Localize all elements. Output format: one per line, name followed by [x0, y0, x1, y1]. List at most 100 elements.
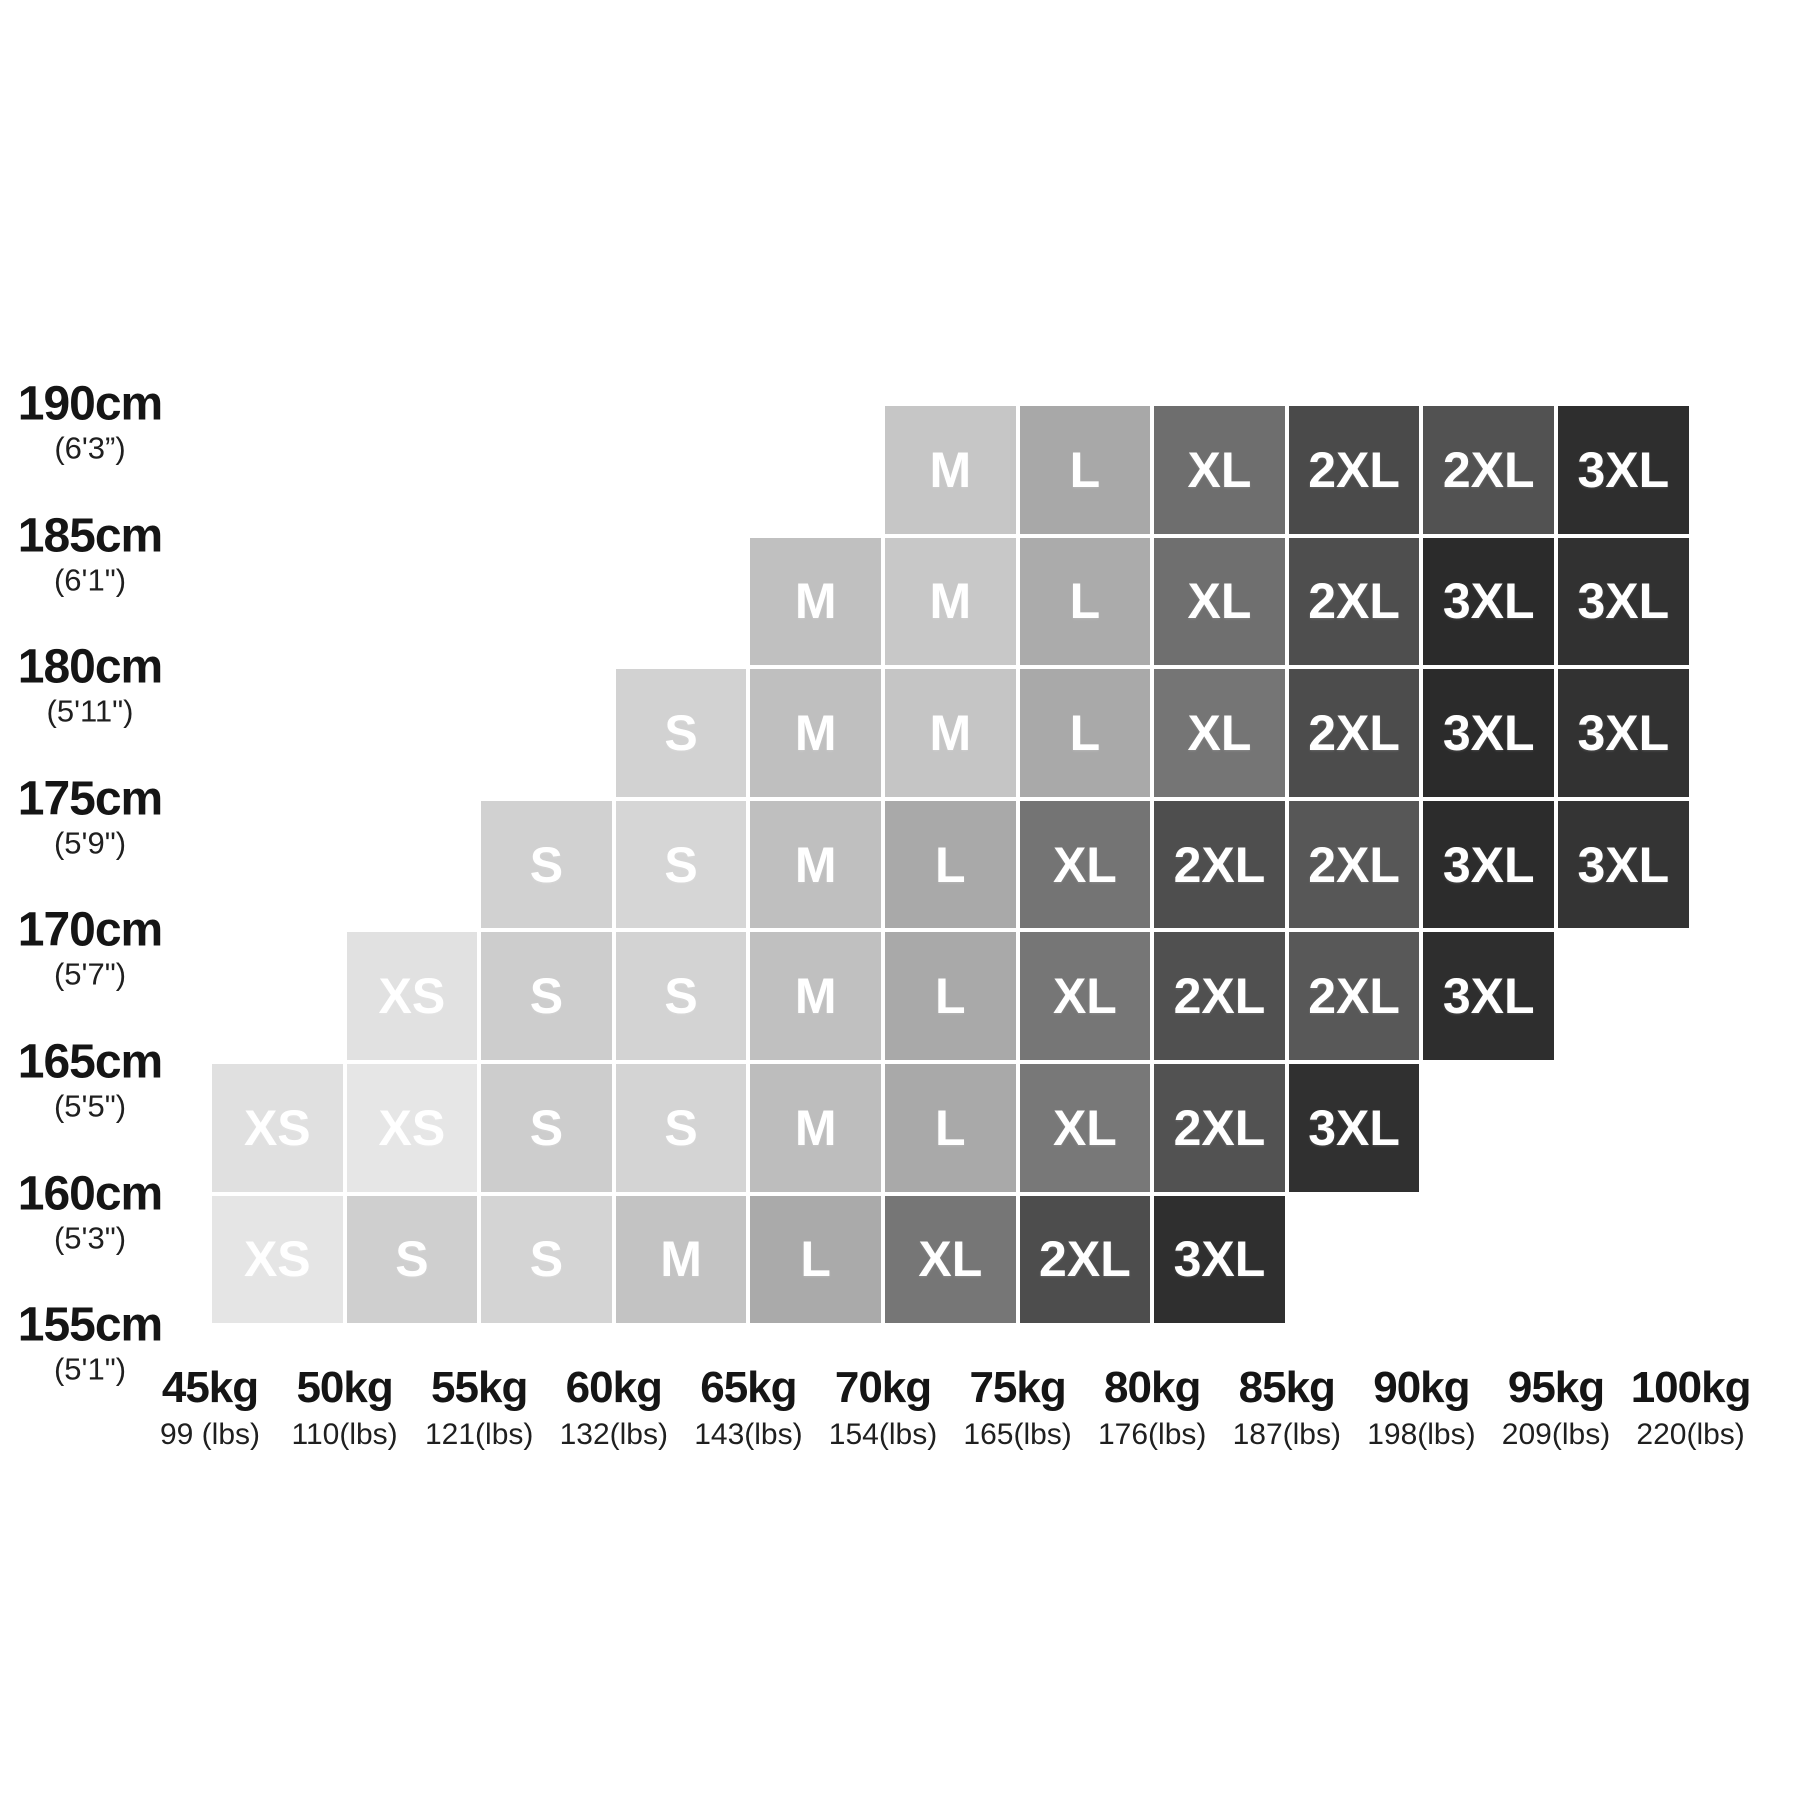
height-tick: 180cm (5'11") — [0, 641, 180, 730]
height-tick: 175cm (5'9") — [0, 772, 180, 861]
height-tick-feet: (5'3") — [53, 1220, 127, 1256]
size-cell-3xl: 3XL — [1421, 535, 1556, 668]
size-cell-m: M — [883, 535, 1018, 668]
size-cell-s: S — [613, 1062, 749, 1194]
size-cell-m: M — [883, 667, 1018, 799]
weight-tick-kg: 70kg — [834, 1363, 932, 1412]
weight-tick-lbs: 143(lbs) — [694, 1418, 803, 1451]
size-cell-3xl: 3XL — [1152, 1193, 1287, 1326]
weight-tick-lbs: 209(lbs) — [1501, 1418, 1611, 1451]
size-cell-2xl: 2XL — [1286, 798, 1422, 931]
height-tick-feet: (5'1") — [53, 1351, 127, 1387]
weight-tick: 55kg 121(lbs) — [425, 1363, 533, 1454]
size-cell-3xl: 3XL — [1421, 798, 1556, 931]
weight-tick: 50kg 110(lbs) — [292, 1363, 398, 1454]
height-tick-cm: 190cm — [17, 377, 163, 431]
size-cell-l: L — [748, 1193, 883, 1326]
size-cell-l: L — [883, 798, 1018, 931]
height-tick-cm: 175cm — [17, 772, 163, 826]
size-cell-s: S — [613, 798, 749, 931]
weight-tick-kg: 60kg — [565, 1363, 663, 1412]
height-tick: 170cm (5'7") — [0, 904, 180, 993]
size-cell-3xl: 3XL — [1286, 1062, 1422, 1194]
weight-tick-kg: 100kg — [1630, 1363, 1752, 1412]
size-cell-s: S — [613, 930, 749, 1062]
weight-tick: 90kg 198(lbs) — [1367, 1363, 1475, 1454]
height-tick-feet: (6'1") — [53, 562, 127, 598]
weight-tick-kg: 75kg — [969, 1363, 1066, 1412]
size-cell-m: M — [883, 404, 1018, 536]
size-cell-xs: XS — [344, 1062, 480, 1194]
size-cell-2xl: 2XL — [1286, 667, 1422, 799]
size-cell-l: L — [883, 930, 1018, 1062]
weight-tick: 80kg 176(lbs) — [1098, 1363, 1206, 1454]
height-tick: 190cm (6'3”) — [0, 378, 180, 467]
weight-tick: 100kg 220(lbs) — [1630, 1363, 1752, 1454]
weight-tick-kg: 55kg — [431, 1363, 528, 1412]
weight-tick-lbs: 110(lbs) — [291, 1418, 398, 1451]
height-tick-cm: 170cm — [17, 903, 163, 957]
size-cell-2xl: 2XL — [1421, 404, 1556, 536]
weight-tick-lbs: 132(lbs) — [559, 1418, 668, 1451]
height-tick-feet: (5'7") — [53, 956, 127, 992]
size-cell-m: M — [748, 1062, 883, 1194]
size-cell-3xl: 3XL — [1556, 667, 1691, 799]
weight-tick-kg: 65kg — [700, 1363, 797, 1412]
size-cell-s: S — [479, 1062, 614, 1194]
size-cell-m: M — [613, 1193, 749, 1326]
weight-tick: 45kg 99 (lbs) — [160, 1363, 260, 1454]
height-tick: 185cm (6'1") — [0, 509, 180, 598]
height-tick: 160cm (5'3") — [0, 1167, 180, 1256]
height-tick-feet: (5'11") — [46, 693, 134, 729]
weight-tick: 65kg 143(lbs) — [694, 1363, 802, 1454]
size-cell-l: L — [1017, 667, 1153, 799]
size-cell-3xl: 3XL — [1421, 930, 1556, 1062]
height-tick-cm: 180cm — [17, 640, 163, 694]
weight-tick: 85kg 187(lbs) — [1233, 1363, 1341, 1454]
weight-tick-kg: 50kg — [296, 1363, 393, 1412]
size-cell-2xl: 2XL — [1152, 930, 1287, 1062]
size-cell-xl: XL — [1017, 1062, 1153, 1194]
size-cell-xs: XS — [210, 1193, 345, 1326]
size-cell-2xl: 2XL — [1152, 798, 1287, 931]
weight-tick-lbs: 187(lbs) — [1232, 1418, 1341, 1451]
size-cell-3xl: 3XL — [1556, 798, 1691, 931]
height-tick: 165cm (5'5") — [0, 1036, 180, 1125]
size-cell-s: S — [479, 930, 614, 1062]
size-cell-m: M — [748, 930, 883, 1062]
size-cell-m: M — [748, 667, 883, 799]
size-cell-xl: XL — [1152, 404, 1287, 536]
weight-tick-lbs: 99 (lbs) — [159, 1418, 261, 1451]
weight-tick-kg: 85kg — [1238, 1363, 1336, 1412]
size-cell-2xl: 2XL — [1286, 535, 1422, 668]
height-tick-cm: 165cm — [17, 1035, 163, 1089]
size-cell-l: L — [1017, 404, 1153, 536]
size-cell-m: M — [748, 798, 883, 931]
weight-tick-lbs: 198(lbs) — [1367, 1418, 1476, 1451]
weight-tick-kg: 95kg — [1507, 1363, 1605, 1412]
weight-tick-lbs: 176(lbs) — [1097, 1418, 1207, 1451]
weight-tick-kg: 80kg — [1104, 1363, 1201, 1412]
height-tick-feet: (5'9") — [53, 825, 127, 861]
weight-tick: 95kg 209(lbs) — [1502, 1363, 1610, 1454]
size-cell-l: L — [883, 1062, 1018, 1194]
size-cell-2xl: 2XL — [1286, 404, 1422, 536]
height-tick-cm: 160cm — [17, 1167, 163, 1221]
weight-tick: 70kg 154(lbs) — [829, 1363, 937, 1454]
weight-tick-kg: 90kg — [1373, 1363, 1470, 1412]
weight-tick: 75kg 165(lbs) — [963, 1363, 1071, 1454]
size-cell-xs: XS — [344, 930, 480, 1062]
size-cell-xs: XS — [210, 1062, 345, 1194]
size-cell-3xl: 3XL — [1556, 404, 1691, 536]
size-cell-2xl: 2XL — [1286, 930, 1422, 1062]
size-cell-s: S — [479, 1193, 614, 1326]
weight-tick-kg: 45kg — [161, 1363, 259, 1412]
size-cell-m: M — [748, 535, 883, 668]
size-cell-s: S — [479, 798, 614, 931]
size-cell-xl: XL — [1017, 798, 1153, 931]
size-cell-s: S — [344, 1193, 480, 1326]
weight-tick-lbs: 154(lbs) — [828, 1418, 938, 1451]
height-tick-cm: 155cm — [17, 1298, 163, 1352]
size-cell-2xl: 2XL — [1017, 1193, 1153, 1326]
